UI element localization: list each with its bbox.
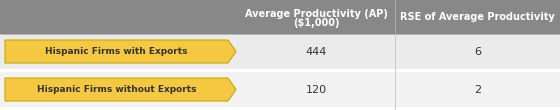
- Text: Hispanic Firms with Exports: Hispanic Firms with Exports: [45, 47, 188, 56]
- Text: 444: 444: [306, 47, 327, 57]
- Text: Average Productivity (AP): Average Productivity (AP): [245, 9, 388, 19]
- Polygon shape: [5, 78, 236, 101]
- Bar: [0, 107, 560, 110]
- Text: 120: 120: [306, 84, 327, 94]
- Text: ($1,000): ($1,000): [293, 18, 340, 28]
- Bar: [0, 0, 560, 34]
- Text: 2: 2: [474, 84, 481, 94]
- Text: Hispanic Firms without Exports: Hispanic Firms without Exports: [37, 85, 196, 94]
- Bar: [0, 72, 560, 107]
- Bar: [0, 34, 560, 69]
- Polygon shape: [5, 40, 236, 63]
- Text: RSE of Average Productivity: RSE of Average Productivity: [400, 12, 555, 22]
- Text: 6: 6: [474, 47, 481, 57]
- Bar: [0, 69, 560, 72]
